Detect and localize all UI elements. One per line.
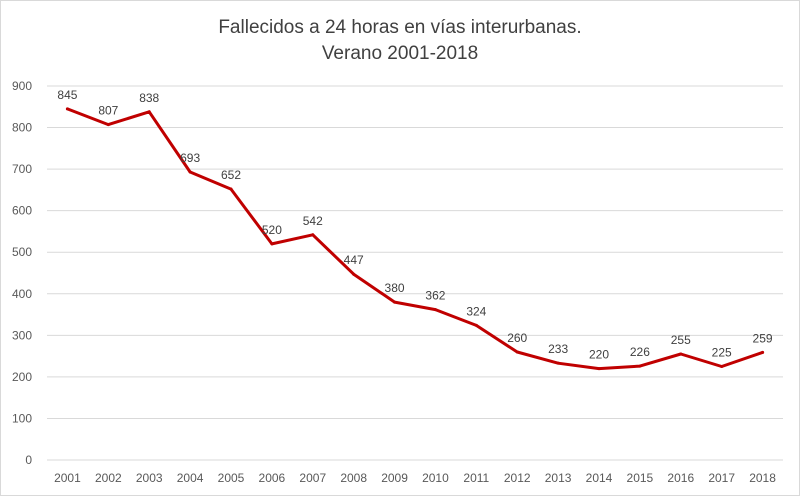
y-tick-label: 400 — [12, 287, 32, 301]
y-tick-label: 100 — [12, 411, 32, 425]
chart-title: Fallecidos a 24 horas en vías interurban… — [1, 15, 799, 67]
x-tick-label: 2008 — [340, 471, 367, 485]
data-label: 362 — [425, 289, 445, 303]
x-tick-label: 2013 — [545, 471, 572, 485]
y-tick-label: 800 — [12, 121, 32, 135]
y-tick-label: 500 — [12, 245, 32, 259]
data-label: 845 — [57, 88, 77, 102]
x-tick-label: 2010 — [422, 471, 449, 485]
data-point — [147, 110, 151, 114]
x-tick-label: 2015 — [627, 471, 654, 485]
data-point — [638, 364, 642, 368]
x-tick-label: 2017 — [708, 471, 735, 485]
x-axis-tick-labels: 2001 2002 2003 2004 2005 2006 2007 2008 2009 2010… — [54, 471, 776, 485]
x-tick-label: 2003 — [136, 471, 163, 485]
data-point — [188, 170, 192, 174]
x-tick-label: 2006 — [259, 471, 286, 485]
x-tick-label: 2009 — [381, 471, 408, 485]
data-point — [433, 308, 437, 312]
series-line-path — [65, 107, 765, 371]
data-label: 225 — [712, 346, 732, 360]
data-point — [597, 367, 601, 371]
chart-title-line-2: Verano 2001-2018 — [321, 43, 479, 64]
data-point — [270, 242, 274, 246]
chart-title-line-1: Fallecidos a 24 horas en vías interurban… — [218, 17, 582, 38]
data-label: 447 — [344, 253, 364, 267]
series-line — [65, 107, 765, 371]
data-point — [229, 187, 233, 191]
data-label: 324 — [466, 304, 486, 318]
x-tick-label: 2011 — [463, 471, 489, 485]
data-point — [311, 233, 315, 237]
x-tick-label: 2001 — [54, 471, 81, 485]
data-label: 807 — [98, 104, 118, 118]
data-label: 233 — [548, 342, 568, 356]
data-label: 520 — [262, 223, 282, 237]
y-tick-label: 200 — [12, 370, 32, 384]
data-label: 693 — [180, 151, 200, 165]
y-tick-label: 700 — [12, 162, 32, 176]
x-tick-label: 2018 — [749, 471, 776, 485]
x-tick-label: 2005 — [218, 471, 245, 485]
y-tick-label: 300 — [12, 328, 32, 342]
y-tick-label: 0 — [25, 453, 32, 467]
x-tick-label: 2016 — [667, 471, 694, 485]
data-point — [106, 123, 110, 127]
data-point — [556, 361, 560, 365]
x-tick-label: 2002 — [95, 471, 122, 485]
data-label: 220 — [589, 348, 609, 362]
data-point — [65, 107, 69, 111]
data-point — [352, 272, 356, 276]
data-label: 226 — [630, 345, 650, 359]
data-label: 260 — [507, 331, 527, 345]
x-tick-label: 2014 — [586, 471, 613, 485]
x-tick-label: 2007 — [299, 471, 326, 485]
data-labels: 845 807 838 693 652 520 542 447 380 362 324 260 233 2… — [57, 88, 772, 362]
data-point — [393, 300, 397, 304]
data-point — [515, 350, 519, 354]
data-label: 259 — [753, 331, 773, 345]
data-point — [474, 323, 478, 327]
data-label: 542 — [303, 214, 323, 228]
data-label: 652 — [221, 168, 241, 182]
x-tick-label: 2012 — [504, 471, 531, 485]
x-tick-label: 2004 — [177, 471, 204, 485]
data-point — [679, 352, 683, 356]
gridlines — [47, 85, 783, 461]
y-tick-label: 900 — [12, 79, 32, 93]
y-axis-tick-labels: 0 100 200 300 400 500 600 700 800 900 — [12, 79, 32, 467]
data-point — [761, 350, 765, 354]
data-point — [720, 365, 724, 368]
data-label: 838 — [139, 91, 159, 105]
y-tick-label: 600 — [12, 204, 32, 218]
data-label: 255 — [671, 333, 691, 347]
data-label: 380 — [385, 281, 405, 295]
